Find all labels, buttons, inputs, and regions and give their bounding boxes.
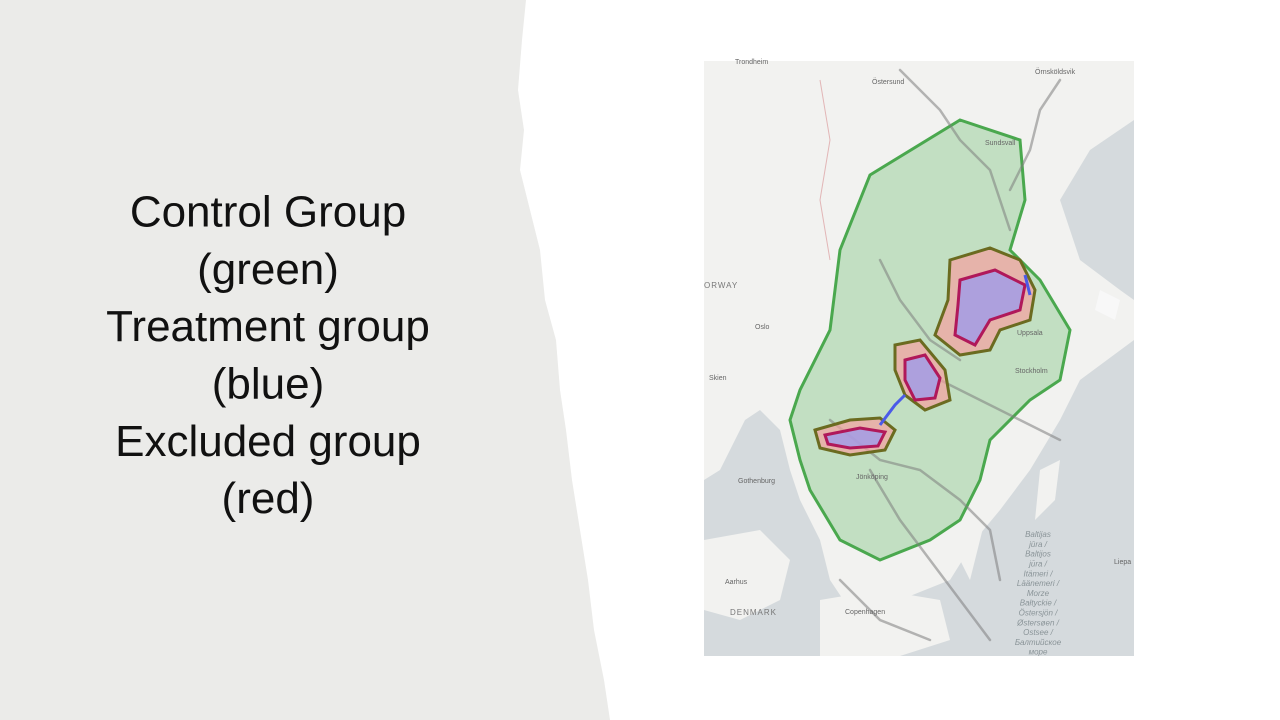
treatment-region — [953, 268, 1027, 347]
map-label: Oslo — [755, 324, 770, 331]
road — [938, 378, 1062, 442]
treatment-corridor — [878, 393, 907, 426]
map-labels: Trondheim Östersund Örnsköldsvik Sundsvall O… — [704, 59, 1131, 617]
map-label: Copenhagen — [845, 609, 885, 616]
torn-paper-panel — [0, 0, 610, 720]
treatment-region — [823, 426, 888, 450]
map: Trondheim Östersund Örnsköldsvik Sundsvall O… — [704, 59, 1134, 657]
sea-label-line: jūra / — [1028, 540, 1048, 549]
map-island — [1095, 290, 1120, 320]
road — [1008, 78, 1062, 192]
map-island — [1035, 460, 1060, 520]
sea-label-line: Baltijos — [1025, 550, 1051, 559]
sea-label-line: jūra / — [1028, 560, 1048, 569]
map-label: Trondheim — [735, 59, 768, 66]
road — [838, 578, 932, 642]
sea-label-line: Baltijas — [1025, 530, 1051, 539]
sea-label-line: Morze — [1027, 589, 1050, 598]
sea-label-line: Østersøen / — [1016, 618, 1060, 627]
road — [898, 68, 1012, 232]
legend-text: Control Group (green) Treatment group (blue… — [106, 188, 430, 524]
sea-label-line: Östersjön / — [1019, 609, 1058, 618]
slide-text-line: (blue) — [212, 360, 325, 409]
map-label: Aarhus — [725, 579, 748, 586]
map-label: Östersund — [872, 78, 904, 86]
slide-text-line: Excluded group — [115, 417, 421, 466]
map-land — [704, 61, 1134, 610]
map-island — [960, 520, 985, 580]
map-land-denmark — [704, 530, 790, 620]
treatment-region — [903, 353, 942, 402]
slide-text-line: Treatment group — [106, 302, 430, 351]
map-label: Sundsvall — [985, 140, 1016, 147]
sea-label-line: Ostsee / — [1023, 628, 1054, 637]
border-line — [819, 79, 831, 261]
slide-text-line: (green) — [197, 245, 339, 294]
sea-label-line: Itämeri / — [1024, 569, 1054, 578]
sea-label-line: Балтийское — [1015, 638, 1062, 647]
map-label: Gothenburg — [738, 478, 775, 485]
map-label: Stockholm — [1015, 368, 1048, 375]
slide-text-line: Control Group — [130, 188, 406, 237]
treatment-corridor — [1023, 274, 1032, 296]
map-label: ORWAY — [704, 281, 738, 290]
sea-label-line: Bałtyckie / — [1020, 599, 1057, 608]
map-label: DENMARK — [730, 608, 777, 617]
map-label: Uppsala — [1017, 330, 1043, 337]
slide-text-line: (red) — [222, 474, 315, 523]
map-label: Liepa — [1114, 559, 1131, 566]
road — [878, 258, 962, 362]
map-label: Skien — [709, 375, 727, 382]
sea-label-line: Läänemeri / — [1017, 579, 1060, 588]
map-label: Örnsköldsvik — [1035, 68, 1076, 76]
sea-label-line: море — [1029, 648, 1048, 657]
map-label: Jönköping — [856, 474, 888, 481]
road — [868, 468, 992, 642]
